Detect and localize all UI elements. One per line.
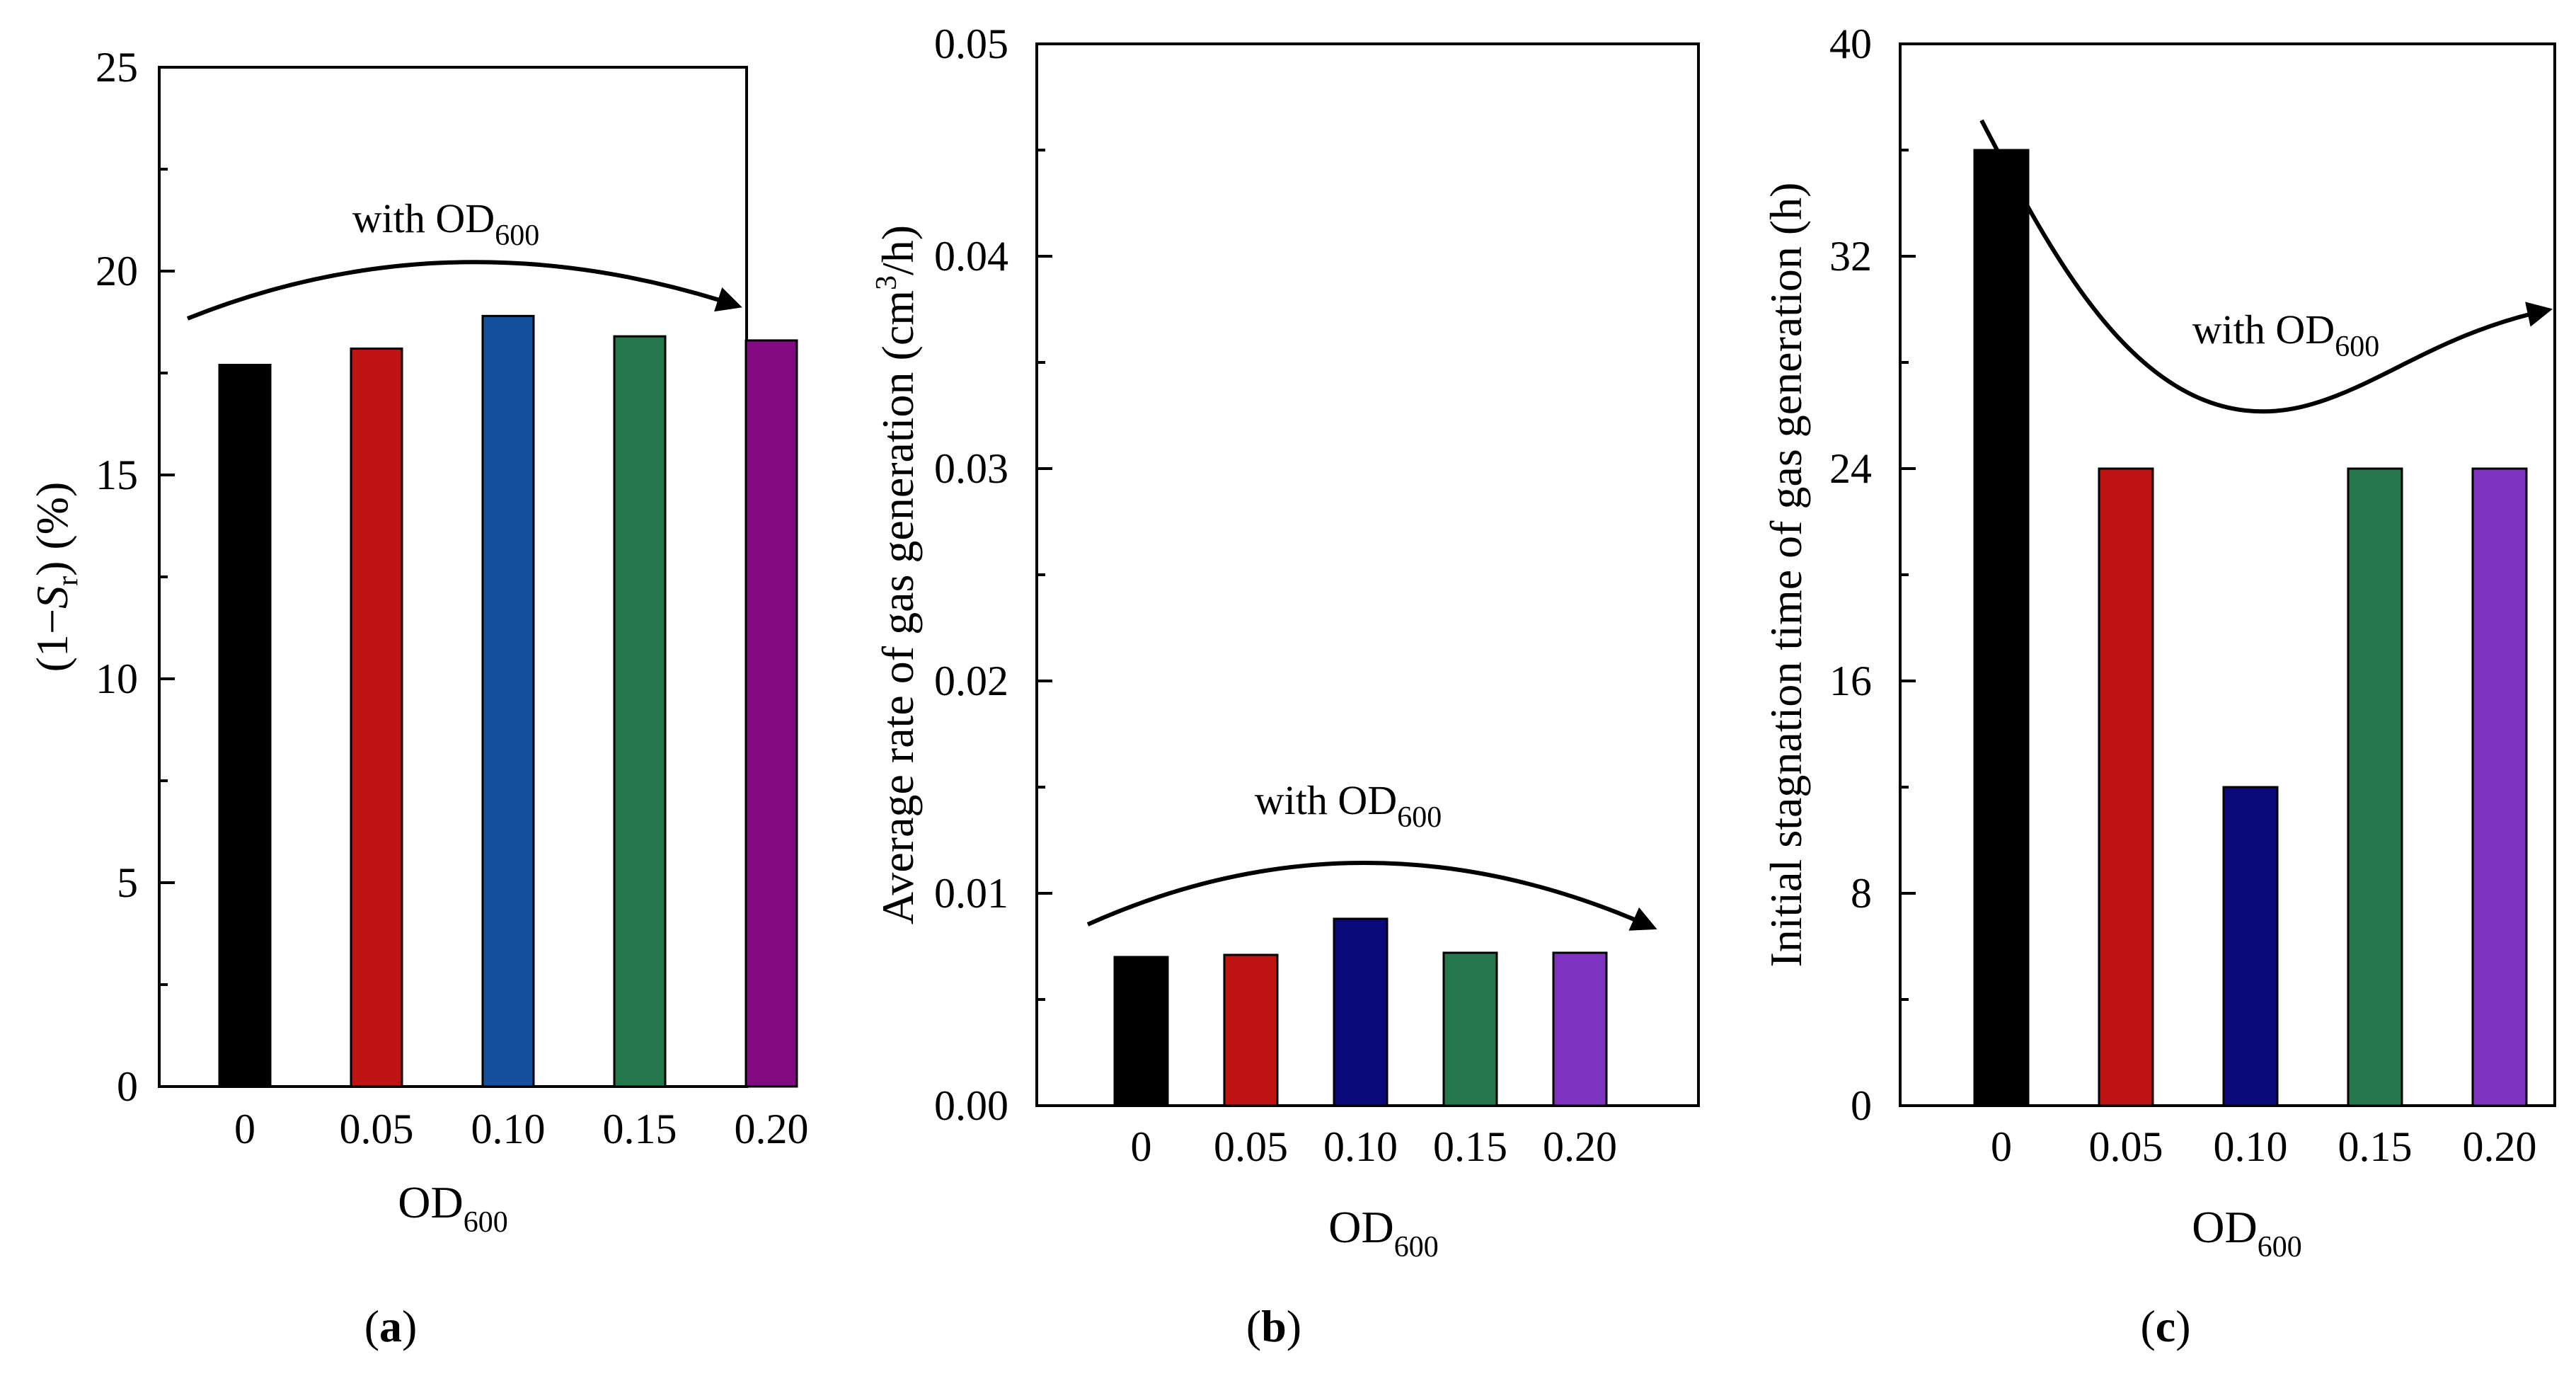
trend-arrow-c	[1979, 119, 2553, 414]
chart-panel-c: 0 8 16 24 32 40 0 0.05 0.10 0.15 0.20 Initial sta…	[1761, 21, 2556, 1351]
y-tick-label: 5	[117, 859, 138, 906]
y-tick-label: 0.02	[934, 658, 1008, 704]
x-tick-label: 0.10	[471, 1106, 546, 1152]
bar-0	[1113, 956, 1169, 1107]
bar-0.05	[1223, 953, 1279, 1107]
x-tick-label: 0	[1991, 1123, 2012, 1170]
bars-b	[1113, 917, 1608, 1107]
y-tick-label: 0.04	[934, 233, 1008, 280]
y-tick-label: 8	[1851, 870, 1872, 917]
bar-0.10	[481, 314, 535, 1088]
y-tick-label: 15	[96, 452, 138, 498]
x-tick-label: 0.05	[340, 1106, 414, 1152]
x-tick-labels-c: 0 0.05 0.10 0.15 0.20	[1991, 1123, 2537, 1170]
trend-arrow-b	[1086, 861, 1657, 931]
x-tick-label: 0	[234, 1106, 255, 1152]
bar-0.05	[350, 347, 403, 1088]
bar-0.15	[2347, 467, 2403, 1107]
panel-label-b: (b)	[1246, 1301, 1301, 1351]
bar-0.20	[2471, 467, 2528, 1107]
x-tick-label: 0.20	[735, 1106, 809, 1152]
y-tick-label: 0.03	[934, 445, 1008, 492]
x-tick-label: 0	[1131, 1123, 1152, 1170]
bar-0	[218, 363, 272, 1088]
y-ticks-c: 0 8 16 24 32 40	[1829, 21, 1916, 1129]
bar-0.20	[1552, 951, 1608, 1107]
y-tick-label: 0.05	[934, 21, 1008, 67]
bar-0.10	[1333, 917, 1388, 1107]
trend-arrow-a	[186, 260, 742, 321]
annotation-b: with OD600	[1255, 777, 1442, 834]
bars-a	[218, 314, 798, 1088]
y-tick-label: 0	[1851, 1082, 1872, 1129]
panel-label-c: (c)	[2140, 1301, 2190, 1351]
x-tick-label: 0.15	[1433, 1123, 1507, 1170]
bar-0.15	[1442, 951, 1498, 1107]
panel-label-a: (a)	[364, 1301, 418, 1351]
y-axis-title-c: Initial stagnation time of gas generatio…	[1761, 183, 1811, 968]
bar-0.20	[744, 339, 798, 1088]
annotation-c: with OD600	[2192, 306, 2379, 363]
y-ticks-a: 0 5 10 15 20 25	[96, 44, 175, 1110]
x-tick-labels-a: 0 0.05 0.10 0.15 0.20	[234, 1106, 809, 1152]
x-axis-title-c: OD600	[2192, 1202, 2301, 1263]
y-tick-label: 10	[96, 655, 138, 702]
x-tick-label: 0.15	[603, 1106, 677, 1152]
y-tick-label: 16	[1829, 658, 1872, 704]
x-tick-label: 0.10	[1323, 1123, 1398, 1170]
x-tick-labels-b: 0 0.05 0.10 0.15 0.20	[1131, 1123, 1618, 1170]
chart-panel-b: 0.00 0.01 0.02 0.03 0.04 0.05 0 0.05 0.10 0.15 0.…	[870, 21, 1700, 1351]
y-tick-label: 0.00	[934, 1082, 1008, 1129]
y-axis-title-b: Average rate of gas generation (cm3/h)	[870, 225, 923, 924]
y-tick-label: 40	[1829, 21, 1872, 67]
x-axis-title-b: OD600	[1328, 1202, 1438, 1263]
x-tick-label: 0.10	[2214, 1123, 2288, 1170]
y-tick-label: 0	[117, 1063, 138, 1110]
x-tick-label: 0.15	[2338, 1123, 2413, 1170]
y-tick-label: 20	[96, 248, 138, 294]
y-tick-label: 0.01	[934, 870, 1008, 917]
y-axis-title-a: (1−Sr) (%)	[27, 482, 84, 672]
y-ticks-b: 0.00 0.01 0.02 0.03 0.04 0.05	[934, 21, 1052, 1129]
annotation-a: with OD600	[352, 195, 539, 252]
bars-c	[1973, 149, 2528, 1107]
x-tick-label: 0.20	[2463, 1123, 2537, 1170]
x-tick-label: 0.05	[1214, 1123, 1288, 1170]
bar-0.15	[613, 335, 667, 1088]
x-tick-label: 0.20	[1543, 1123, 1617, 1170]
y-tick-label: 24	[1829, 445, 1872, 492]
x-axis-title-a: OD600	[398, 1177, 507, 1239]
y-tick-label: 25	[96, 44, 138, 91]
bar-0.10	[2222, 786, 2279, 1107]
bar-0.05	[2098, 467, 2154, 1107]
x-tick-label: 0.05	[2089, 1123, 2163, 1170]
y-tick-label: 32	[1829, 233, 1872, 280]
bar-0	[1973, 149, 2030, 1107]
